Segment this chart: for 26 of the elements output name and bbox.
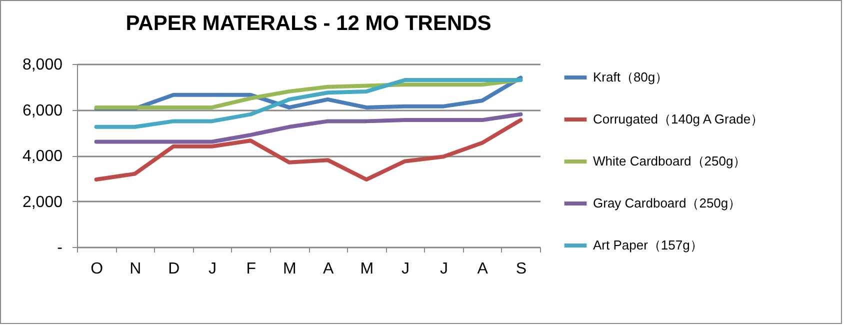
y-tick-label: 6,000 xyxy=(22,102,63,120)
legend-label: White Cardboard（250g） xyxy=(593,154,746,168)
x-tick-label: J xyxy=(401,260,410,278)
legend-label: Art Paper（157g） xyxy=(593,238,703,252)
x-tick-label: F xyxy=(246,260,256,278)
x-tick-label: O xyxy=(90,260,104,278)
x-tick-label: J xyxy=(440,260,448,278)
x-tick-label: M xyxy=(360,260,374,278)
legend-label: Kraft（80g） xyxy=(593,70,668,84)
x-tick-label: A xyxy=(322,260,334,278)
y-tick-label: - xyxy=(57,240,62,256)
x-tick-label: M xyxy=(283,260,296,278)
x-tick-label: S xyxy=(516,260,527,278)
x-tick-label: D xyxy=(168,260,180,278)
x-tick-label: J xyxy=(208,260,217,278)
line-series xyxy=(94,112,523,144)
y-tick-label: 2,000 xyxy=(22,194,63,211)
y-tick-label: 8,000 xyxy=(22,56,63,74)
line-series xyxy=(94,78,523,129)
line-series xyxy=(94,118,523,182)
x-tick-label: A xyxy=(477,260,488,278)
y-tick-label: 4,000 xyxy=(22,148,63,165)
legend-label: Gray Cardboard（250g） xyxy=(593,196,742,210)
x-tick-label: N xyxy=(130,260,142,278)
chart-title: PAPER MATERALS - 12 MO TRENDS xyxy=(126,12,492,35)
legend-label: Corrugated（140g A Grade） xyxy=(593,112,764,126)
